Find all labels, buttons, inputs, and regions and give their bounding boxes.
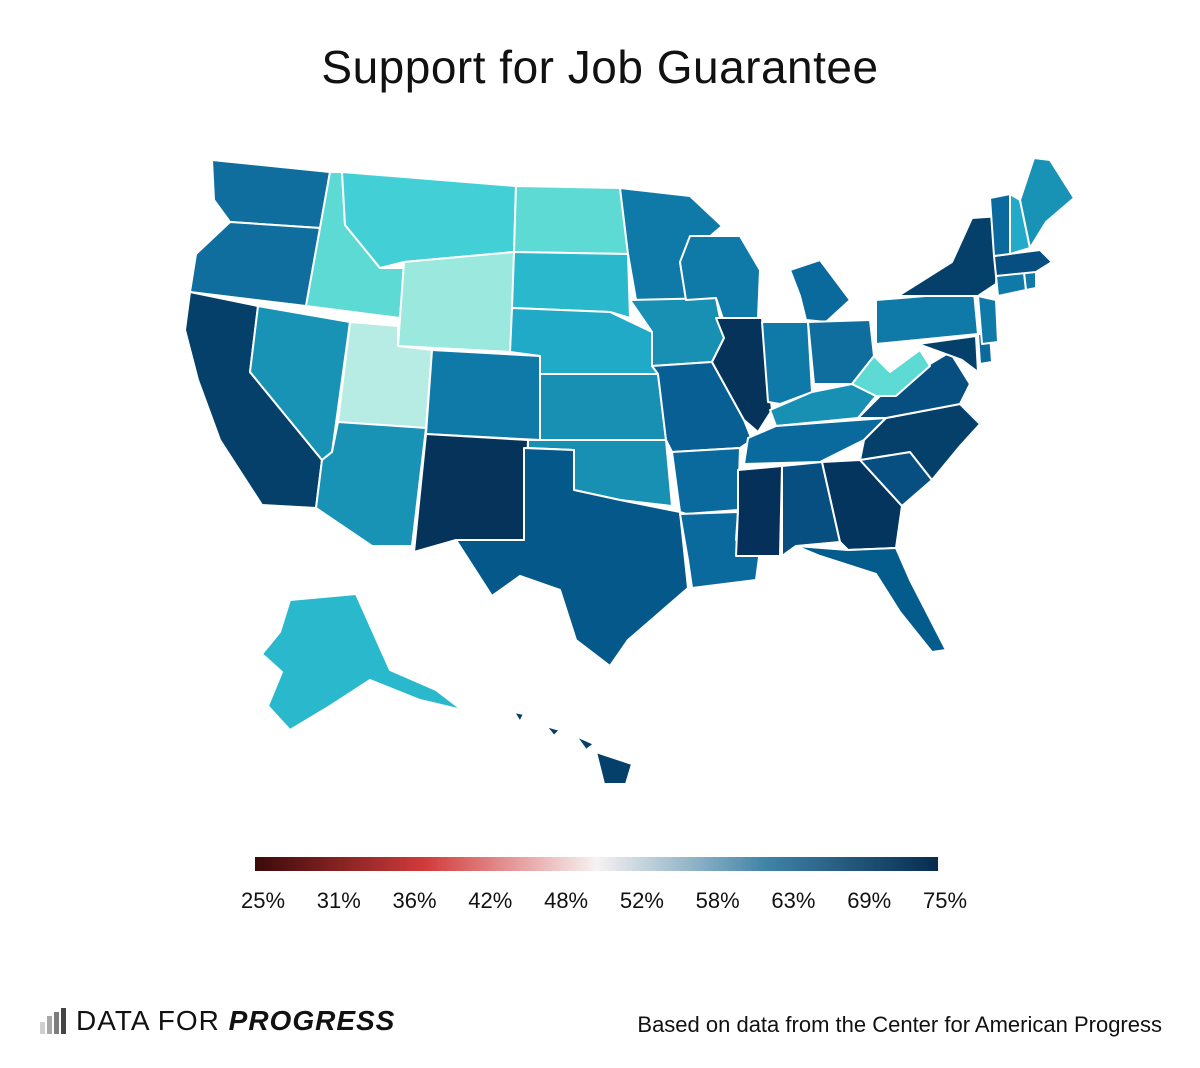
- legend-tick-label: 58%: [695, 888, 740, 913]
- state-md: [917, 335, 979, 373]
- state-ks: [539, 373, 667, 441]
- state-ar: [671, 447, 741, 515]
- legend-tick-label: 69%: [847, 888, 892, 913]
- state-wy: [397, 251, 515, 353]
- source-note: Based on data from the Center for Americ…: [637, 1012, 1162, 1037]
- legend-tick-label: 42%: [468, 888, 513, 913]
- legend-tick-label: 52%: [619, 888, 664, 913]
- state-wa: [211, 159, 331, 229]
- legend-tick-label: 48%: [544, 888, 589, 913]
- logo-text-data-for: DATA FOR: [76, 1005, 229, 1036]
- bar-chart-icon: [40, 1008, 66, 1034]
- state-ms: [735, 465, 783, 557]
- color-scale-bar: [255, 857, 938, 871]
- state-nm: [413, 433, 529, 553]
- state-nd: [513, 185, 629, 255]
- state-hi: [513, 711, 633, 785]
- legend-tick-label: 63%: [771, 888, 816, 913]
- state-al: [781, 461, 841, 557]
- us-choropleth-map: [184, 157, 1075, 785]
- state-ak: [261, 593, 463, 731]
- state-mi: [789, 259, 851, 323]
- color-scale-labels: 25% 31% 36% 42% 48% 52% 58% 63% 69% 75%: [0, 888, 1200, 918]
- state-co: [425, 349, 541, 441]
- state-me: [1019, 157, 1075, 249]
- state-ma: [993, 249, 1053, 277]
- state-nj: [977, 295, 999, 345]
- legend-tick-label: 31%: [316, 888, 361, 913]
- state-fl: [795, 545, 947, 653]
- state-ri: [1023, 271, 1037, 291]
- data-for-progress-logo: DATA FOR PROGRESS: [40, 1004, 395, 1038]
- state-in: [761, 321, 813, 405]
- state-sd: [511, 251, 631, 319]
- map-title: Support for Job Guarantee: [321, 41, 879, 93]
- legend-tick-label: 36%: [392, 888, 437, 913]
- state-tx: [455, 447, 689, 667]
- state-pa: [875, 291, 979, 345]
- state-vt: [989, 193, 1011, 257]
- state-ny: [897, 215, 1001, 297]
- legend-tick-label: 75%: [922, 888, 968, 913]
- legend-tick-label: 25%: [240, 888, 286, 913]
- state-or: [189, 221, 321, 307]
- logo-text-progress: PROGRESS: [228, 1005, 396, 1036]
- state-wv: [851, 349, 931, 397]
